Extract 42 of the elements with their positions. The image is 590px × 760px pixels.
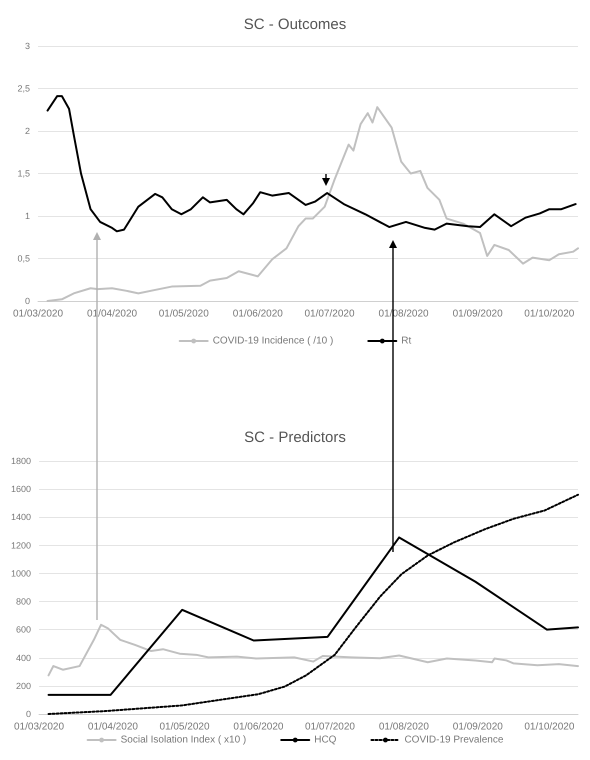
y-tick-label: 400 <box>16 652 32 663</box>
y-tick-label: 0 <box>26 709 32 719</box>
x-tick-label: 01/05/2020 <box>158 308 210 320</box>
y-tick-label: 2,5 <box>17 84 30 94</box>
line-series <box>46 95 577 232</box>
chart-title: SC - Outcomes <box>244 16 346 33</box>
y-tick-label: 3 <box>24 41 30 51</box>
x-tick-label: 01/10/2020 <box>524 308 575 320</box>
legend-label: Social Isolation Index ( x10 ) <box>120 734 246 746</box>
y-tick-label: 2 <box>24 126 30 136</box>
line-series <box>46 106 579 302</box>
y-tick-label: 1000 <box>10 568 32 578</box>
x-tick-label: 01/07/2020 <box>304 308 355 320</box>
x-tick-label: 01/03/2020 <box>14 722 64 732</box>
line-series <box>48 624 579 676</box>
legend-label: COVID-19 Incidence ( /10 ) <box>212 336 334 346</box>
y-tick-label: 800 <box>16 596 32 607</box>
x-tick-label: 01/06/2020 <box>233 722 284 732</box>
x-tick-label: 01/06/2020 <box>232 308 284 320</box>
y-tick-label: 1600 <box>10 484 32 494</box>
x-tick-label: 01/03/2020 <box>12 308 64 320</box>
y-tick-label: 600 <box>16 624 32 635</box>
x-tick-label: 01/09/2020 <box>452 308 504 320</box>
legend-label: COVID-19 Prevalence <box>404 734 504 746</box>
legend-label: HCQ <box>314 734 337 746</box>
y-tick-label: 1 <box>24 211 30 221</box>
chart-title: SC - Predictors <box>244 429 346 446</box>
y-tick-label: 0 <box>24 296 30 306</box>
x-tick-label: 01/04/2020 <box>88 722 138 732</box>
y-tick-label: 200 <box>16 680 32 691</box>
x-tick-label: 01/05/2020 <box>159 722 210 732</box>
legend-label: Rt <box>401 336 412 346</box>
x-tick-label: 01/10/2020 <box>524 722 575 732</box>
x-tick-label: 01/09/2020 <box>452 722 504 732</box>
y-tick-label: 0,5 <box>17 254 30 264</box>
y-tick-label: 1,5 <box>17 168 30 178</box>
y-tick-label: 1800 <box>10 456 32 466</box>
x-tick-label: 01/07/2020 <box>304 722 356 732</box>
y-tick-label: 1400 <box>10 512 32 522</box>
x-tick-label: 01/08/2020 <box>378 722 430 732</box>
line-series <box>48 494 579 715</box>
y-tick-label: 1200 <box>10 540 32 550</box>
